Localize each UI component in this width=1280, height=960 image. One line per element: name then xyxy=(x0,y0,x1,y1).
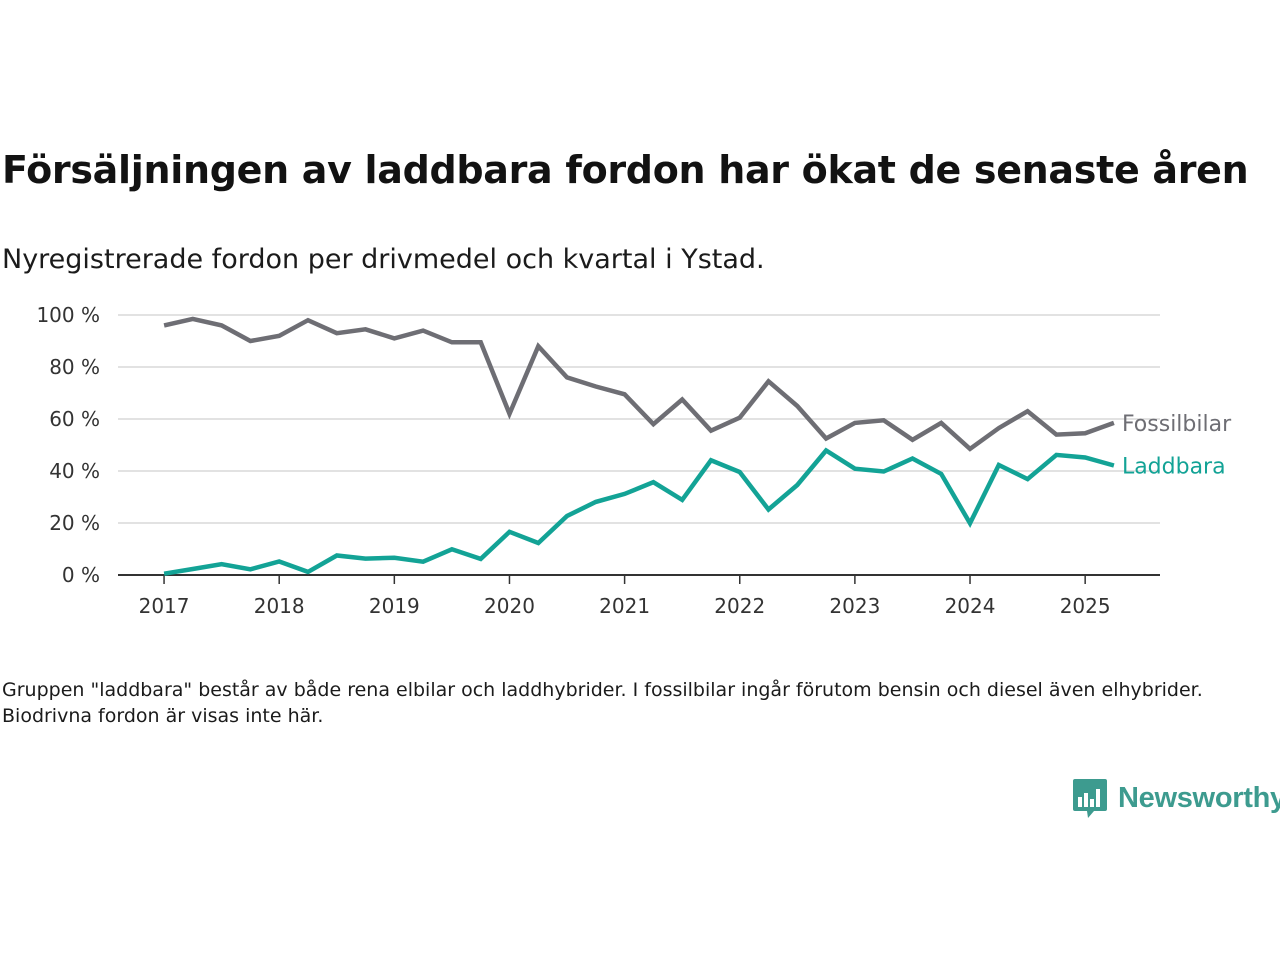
series-label-laddbara: Laddbara xyxy=(1122,455,1226,480)
x-tick-label: 2025 xyxy=(1060,594,1111,618)
x-tick-label: 2023 xyxy=(829,594,880,618)
series-labels: Fossilbilar Laddbara xyxy=(1122,412,1232,480)
series-lines xyxy=(163,316,1115,576)
y-tick-label: 40 % xyxy=(49,459,100,483)
newsworthy-logo[interactable]: Newsworthy xyxy=(1072,776,1280,820)
y-axis-tick-labels: 0 % 20 % 40 % 60 % 80 % 100 % xyxy=(36,303,100,587)
x-tick-label: 2018 xyxy=(254,594,305,618)
line-chart: 0 % 20 % 40 % 60 % 80 % 100 % 2017 2018 2019 202… xyxy=(36,303,1232,618)
y-tick-label: 20 % xyxy=(49,511,100,535)
chart-subtitle: Nyregistrerade fordon per drivmedel och … xyxy=(2,244,765,275)
x-tick-label: 2020 xyxy=(484,594,535,618)
gridlines xyxy=(118,314,1160,524)
x-tick-label: 2021 xyxy=(599,594,650,618)
x-tick-label: 2022 xyxy=(714,594,765,618)
x-tick-label: 2019 xyxy=(369,594,420,618)
brand-name: Newsworthy xyxy=(1118,781,1280,814)
series-line-laddbara xyxy=(163,447,1115,576)
y-tick-label: 80 % xyxy=(49,355,100,379)
x-tick-label: 2017 xyxy=(139,594,190,618)
x-tick-label: 2024 xyxy=(945,594,996,618)
y-tick-label: 100 % xyxy=(36,303,100,327)
series-line-fossil xyxy=(163,316,1115,452)
footnote: Gruppen "laddbara" består av både rena e… xyxy=(2,679,1203,727)
chart-title: Försäljningen av laddbara fordon har öka… xyxy=(2,148,1249,192)
y-tick-label: 60 % xyxy=(49,407,100,431)
y-tick-label: 0 % xyxy=(62,563,100,587)
series-label-fossil: Fossilbilar xyxy=(1122,412,1232,437)
bar-chart-speech-bubble-icon xyxy=(1073,779,1107,818)
x-axis: 2017 2018 2019 2020 2021 2022 2023 2024 2025 xyxy=(118,574,1160,618)
